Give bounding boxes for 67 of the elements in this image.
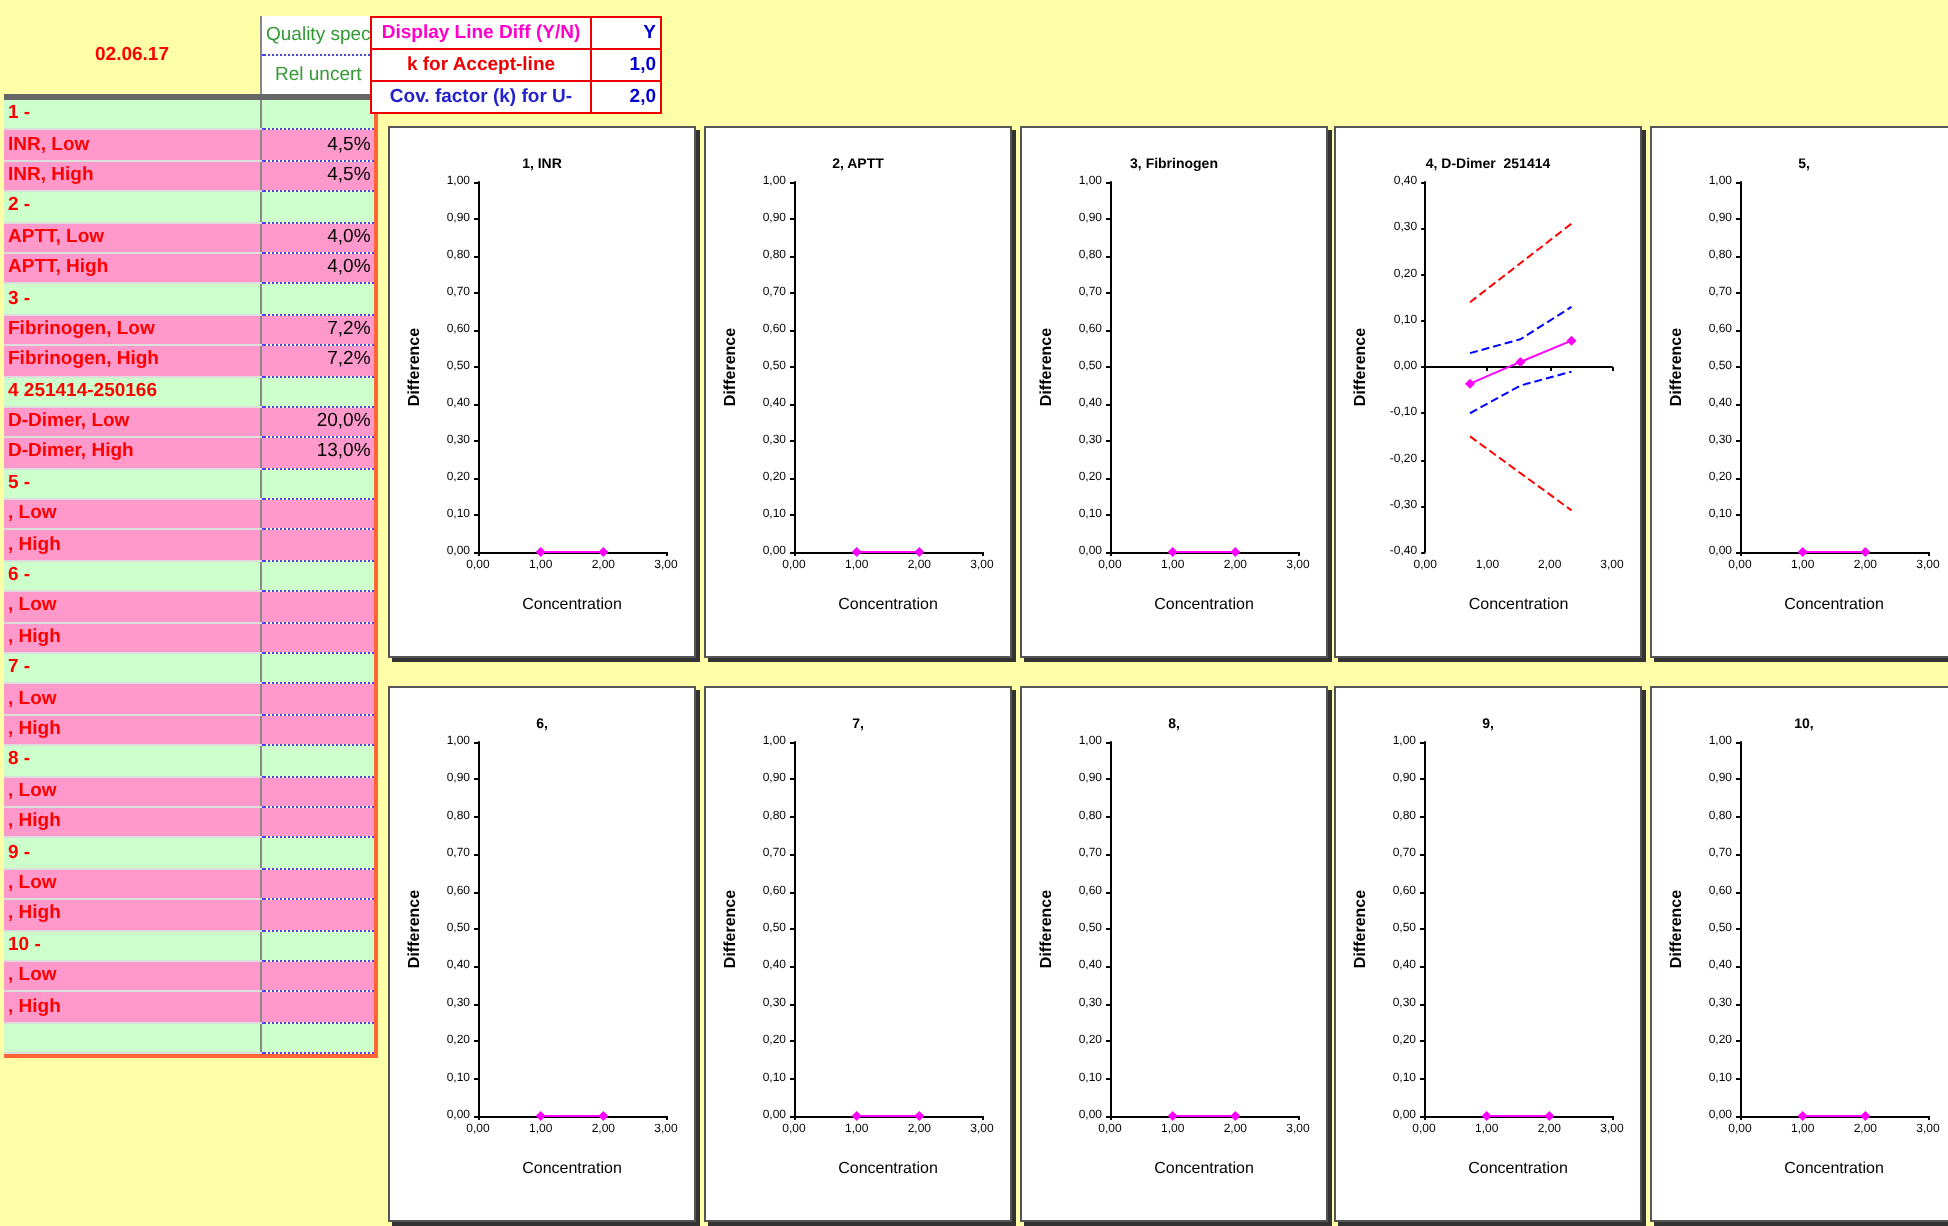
x-axis-title: Concentration [838, 595, 938, 613]
y-axis-title: Difference [405, 326, 423, 407]
category-label: INR, High [4, 160, 261, 192]
x-axis-title: Concentration [1154, 595, 1254, 613]
category-label: D-Dimer, High [4, 437, 261, 469]
category-label: , High [4, 714, 261, 746]
category-label: , Low [4, 591, 261, 623]
category-label: 5 - [4, 468, 261, 500]
category-label: 8 - [4, 745, 261, 777]
category-label: 1 - [4, 97, 261, 130]
category-label: , Low [4, 868, 261, 900]
category-label: 9 - [4, 837, 261, 869]
text: 02.06.17 [4, 16, 261, 97]
category-label: Cov. factor (k) for U- [371, 81, 591, 113]
category-label: , Low [4, 683, 261, 715]
text: 2,0 [629, 85, 656, 107]
category-label: , Low [4, 776, 261, 807]
category-label: k for Accept-line [371, 49, 591, 81]
y-axis-title: Difference [721, 326, 739, 407]
category-label: Fibrinogen, Low [4, 314, 261, 346]
y-axis-title: Difference [721, 888, 739, 969]
category-label: , High [4, 899, 261, 931]
text: 4,5% [327, 163, 371, 186]
category-label: , Low [4, 960, 261, 992]
text: 13,0% [316, 440, 371, 463]
category-label: Fibrinogen, High [4, 345, 261, 377]
x-axis-title: Concentration [522, 595, 622, 613]
text: 7,2% [327, 317, 371, 340]
x-axis-title: Concentration [522, 1159, 622, 1177]
y-axis-title: Difference [1667, 888, 1685, 969]
y-axis-title: Difference [1351, 888, 1369, 969]
text: Quality spec [261, 16, 375, 55]
category-label: , High [4, 622, 261, 654]
text: 7,2% [327, 348, 371, 371]
category-label: 7 - [4, 653, 261, 684]
text: 20,0% [316, 410, 371, 433]
category-label: 2 - [4, 191, 261, 223]
category-label: , Low [4, 499, 261, 530]
text: 4,5% [327, 133, 371, 156]
category-label: , High [4, 806, 261, 838]
y-axis-title: Difference [1667, 326, 1685, 407]
category-label: APTT, High [4, 252, 261, 284]
x-axis-title: Concentration [838, 1159, 938, 1177]
category-label: Display Line Diff (Y/N) [371, 17, 591, 49]
category-label: 4 251414-250166 [4, 376, 261, 407]
category-label: D-Dimer, Low [4, 406, 261, 438]
x-axis-title: Concentration [1468, 1159, 1568, 1177]
category-label: INR, Low [4, 129, 261, 161]
category-label: 6 - [4, 560, 261, 592]
x-axis-title: Concentration [1784, 595, 1884, 613]
text: 4,0% [327, 256, 371, 279]
y-axis-title: Difference [405, 888, 423, 969]
text: Rel uncert [261, 55, 375, 97]
y-axis-title: Difference [1037, 326, 1055, 407]
category-label: , High [4, 991, 261, 1023]
y-axis-title: Difference [1351, 326, 1369, 407]
category-label: , High [4, 529, 261, 561]
text: 4,0% [327, 225, 371, 248]
category-label: 3 - [4, 283, 261, 315]
x-axis-title: Concentration [1468, 595, 1569, 613]
text: 1,0 [629, 53, 656, 75]
y-axis-title: Difference [1037, 888, 1055, 969]
x-axis-title: Concentration [1154, 1159, 1254, 1177]
text: Y [643, 21, 656, 43]
category-label: APTT, Low [4, 222, 261, 253]
x-axis-title: Concentration [1784, 1159, 1884, 1177]
category-label: 10 - [4, 930, 261, 961]
